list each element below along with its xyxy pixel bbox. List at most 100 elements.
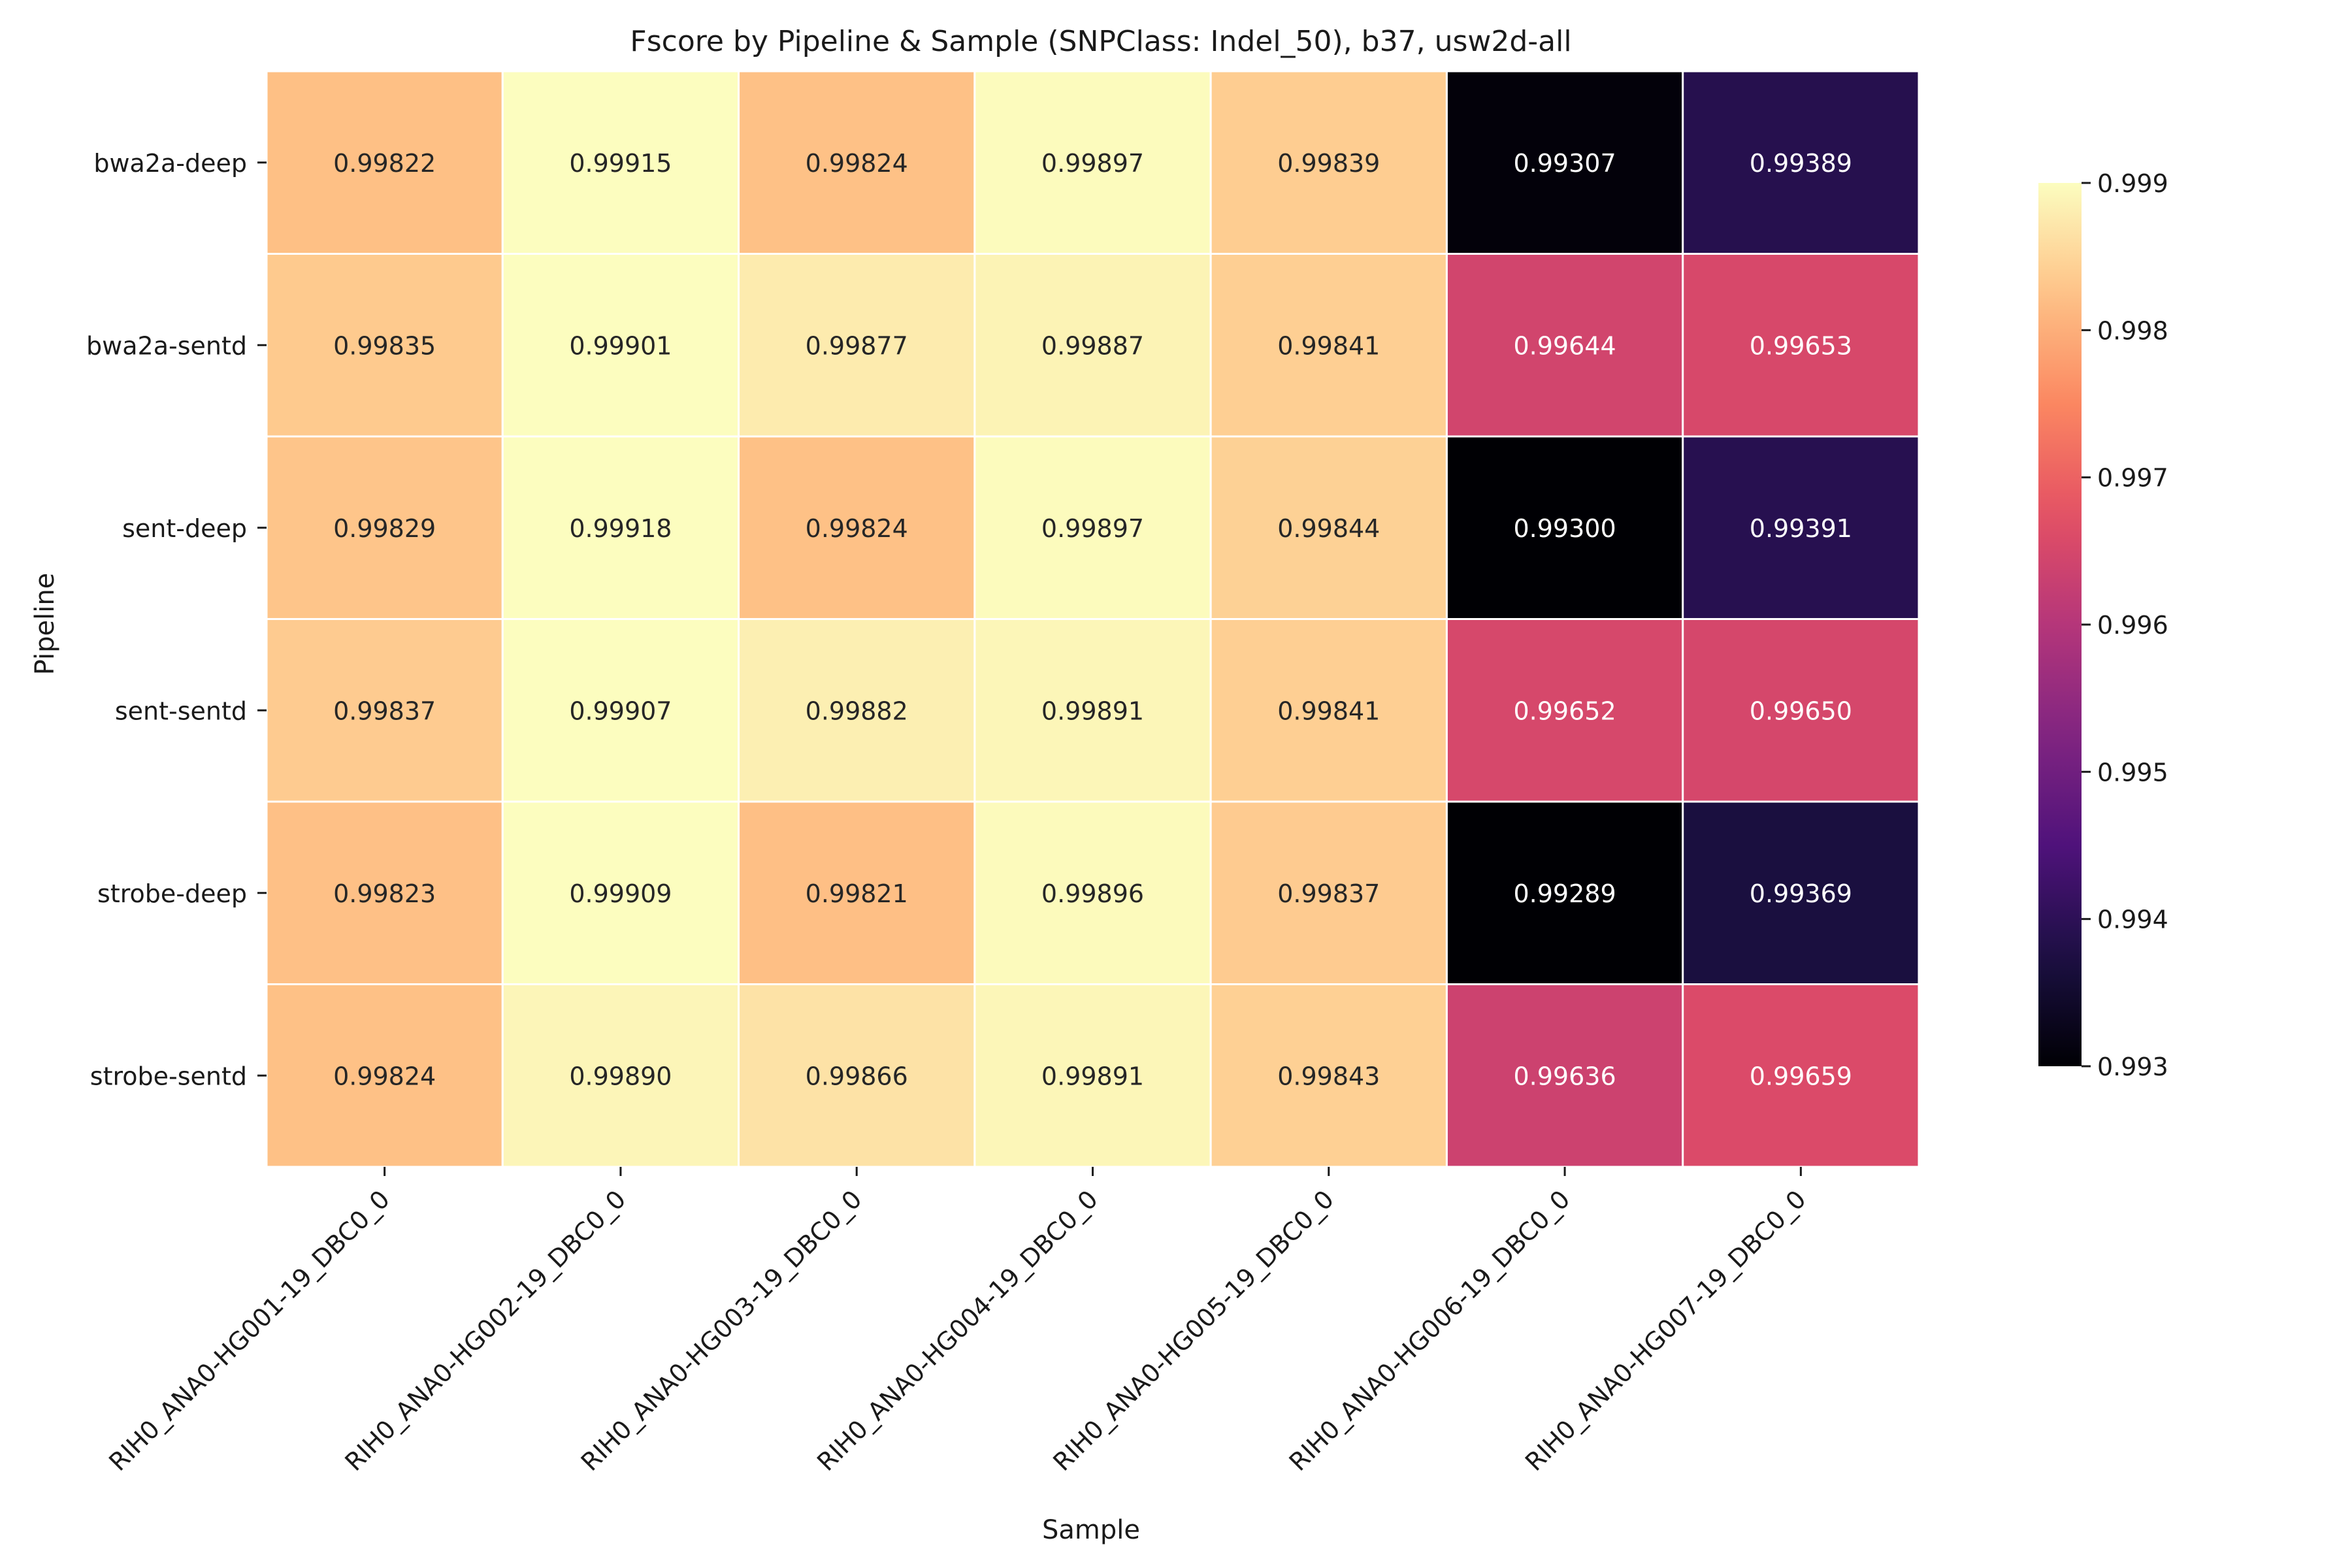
- heatmap-cell: [1209, 435, 1448, 620]
- cell-value-label: 0.99824: [333, 1062, 436, 1090]
- cell-value-label: 0.99821: [806, 879, 908, 908]
- cell-value-label: 0.99907: [569, 696, 672, 725]
- heatmap-cell: [973, 618, 1212, 803]
- heatmap-cell: [265, 253, 504, 438]
- heatmap-cell: [973, 435, 1212, 620]
- heatmap-cell: [265, 70, 504, 255]
- heatmap-cell: [738, 70, 976, 255]
- heatmap-cell: [973, 70, 1212, 255]
- heatmap-cell: [1445, 70, 1684, 255]
- cell-value-label: 0.99835: [333, 331, 436, 360]
- cell-value-label: 0.99823: [333, 879, 436, 908]
- x-tick-label: RIH0_ANA0-HG006-19_DBC0_0: [1284, 1184, 1576, 1477]
- cell-value-label: 0.99890: [569, 1062, 672, 1090]
- cell-value-label: 0.99841: [1277, 331, 1380, 360]
- x-tick-label: RIH0_ANA0-HG003-19_DBC0_0: [576, 1184, 868, 1477]
- cell-value-label: 0.99822: [333, 149, 436, 178]
- y-tick-label: strobe-deep: [97, 879, 247, 908]
- y-tick-label: sent-deep: [122, 514, 247, 543]
- cell-value-label: 0.99843: [1277, 1062, 1380, 1090]
- x-tick-label: RIH0_ANA0-HG004-19_DBC0_0: [811, 1184, 1103, 1477]
- heatmap-cell: [1445, 435, 1684, 620]
- cell-value-label: 0.99887: [1041, 331, 1144, 360]
- cell-value-label: 0.99896: [1041, 879, 1144, 908]
- cell-value-label: 0.99369: [1750, 879, 1852, 908]
- x-tick-labels: RIH0_ANA0-HG001-19_DBC0_0RIH0_ANA0-HG002…: [103, 1167, 1812, 1477]
- cell-value-label: 0.99837: [1277, 879, 1380, 908]
- colorbar: 0.999 0.998 0.997 0.996 0.995 0.994 0.993: [2038, 169, 2168, 1081]
- cell-value-label: 0.99901: [569, 331, 672, 360]
- x-tick-label: RIH0_ANA0-HG007-19_DBC0_0: [1520, 1184, 1812, 1477]
- cell-value-label: 0.99652: [1514, 696, 1616, 725]
- heatmap-cell: [738, 435, 976, 620]
- heatmap-cell: [1445, 253, 1684, 438]
- heatmap-cell: [501, 618, 740, 803]
- heatmap-cell: [501, 70, 740, 255]
- x-tick-label: RIH0_ANA0-HG005-19_DBC0_0: [1047, 1184, 1339, 1477]
- cell-value-label: 0.99391: [1750, 514, 1852, 543]
- cell-value-label: 0.99659: [1750, 1062, 1852, 1090]
- cell-value-label: 0.99918: [569, 514, 672, 543]
- heatmap-cell: [1682, 800, 1920, 985]
- cell-value-label: 0.99844: [1277, 514, 1380, 543]
- colorbar-tick-label: 0.997: [2097, 464, 2168, 493]
- heatmap-cell: [265, 983, 504, 1168]
- colorbar-tick-label: 0.995: [2097, 758, 2168, 787]
- cell-value-label: 0.99909: [569, 879, 672, 908]
- heatmap-cell: [501, 435, 740, 620]
- heatmap-cell: [265, 435, 504, 620]
- colorbar-tick-label: 0.999: [2097, 169, 2168, 198]
- heatmap-cell: [1682, 253, 1920, 438]
- chart-title: Fscore by Pipeline & Sample (SNPClass: I…: [630, 25, 1571, 58]
- colorbar-gradient: [2038, 183, 2082, 1066]
- cell-value-label: 0.99653: [1750, 331, 1852, 360]
- colorbar-tick-label: 0.994: [2097, 906, 2168, 934]
- cell-value-label: 0.99877: [806, 331, 908, 360]
- heatmap-cell: [973, 983, 1212, 1168]
- colorbar-tick-label: 0.998: [2097, 316, 2168, 345]
- y-axis-label: Pipeline: [30, 573, 60, 676]
- heatmap-cell: [1209, 70, 1448, 255]
- cell-value-label: 0.99891: [1041, 696, 1144, 725]
- heatmap-cell: [738, 253, 976, 438]
- heatmap-cell: [738, 800, 976, 985]
- heatmap-cell: [1682, 983, 1920, 1168]
- cell-value-label: 0.99300: [1514, 514, 1616, 543]
- cell-value-label: 0.99882: [806, 696, 908, 725]
- heatmap-cell: [1209, 983, 1448, 1168]
- cell-value-label: 0.99824: [806, 149, 908, 178]
- x-axis-label: Sample: [1042, 1515, 1140, 1545]
- cell-value-label: 0.99644: [1514, 331, 1616, 360]
- cell-value-label: 0.99839: [1277, 149, 1380, 178]
- cell-value-label: 0.99897: [1041, 514, 1144, 543]
- cell-value-label: 0.99897: [1041, 149, 1144, 178]
- cell-value-label: 0.99891: [1041, 1062, 1144, 1090]
- x-tick-label: RIH0_ANA0-HG002-19_DBC0_0: [340, 1184, 632, 1477]
- colorbar-tick-label: 0.996: [2097, 611, 2168, 640]
- cell-value-label: 0.99841: [1277, 696, 1380, 725]
- cell-value-label: 0.99650: [1750, 696, 1852, 725]
- cell-value-label: 0.99837: [333, 696, 436, 725]
- cell-value-label: 0.99289: [1514, 879, 1616, 908]
- y-tick-labels: bwa2a-deep bwa2a-sentd sent-deep sent-sentd…: [86, 149, 267, 1090]
- y-tick-label: bwa2a-sentd: [86, 331, 247, 360]
- cell-value-label: 0.99866: [806, 1062, 908, 1090]
- cell-value-label: 0.99307: [1514, 149, 1616, 178]
- cell-value-label: 0.99636: [1514, 1062, 1616, 1090]
- heatmap-cell: [1445, 618, 1684, 803]
- heatmap-cell: [738, 983, 976, 1168]
- heatmap-cell: [1682, 435, 1920, 620]
- y-tick-label: strobe-sentd: [90, 1062, 247, 1090]
- y-tick-label: bwa2a-deep: [93, 149, 247, 178]
- heatmap-cells: 0.99822 0.99915 0.99824 0.99897 0.99839 0.993…: [265, 70, 1920, 1168]
- heatmap-cell: [501, 983, 740, 1168]
- colorbar-tick-label: 0.993: [2097, 1053, 2168, 1081]
- x-tick-label: RIH0_ANA0-HG001-19_DBC0_0: [103, 1184, 395, 1477]
- heatmap-cell: [1209, 253, 1448, 438]
- cell-value-label: 0.99915: [569, 149, 672, 178]
- cell-value-label: 0.99824: [806, 514, 908, 543]
- heatmap-cell: [265, 618, 504, 803]
- y-tick-label: sent-sentd: [115, 696, 247, 725]
